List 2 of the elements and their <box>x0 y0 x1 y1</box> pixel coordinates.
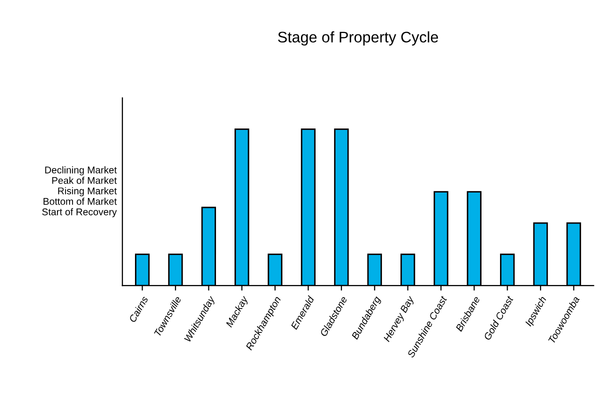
chart-title: Stage of Property Cycle <box>278 31 438 46</box>
y-axis-title: Declining Market Peak of Market Rising Market Bottom of Market Start of Recovery <box>42 166 117 218</box>
